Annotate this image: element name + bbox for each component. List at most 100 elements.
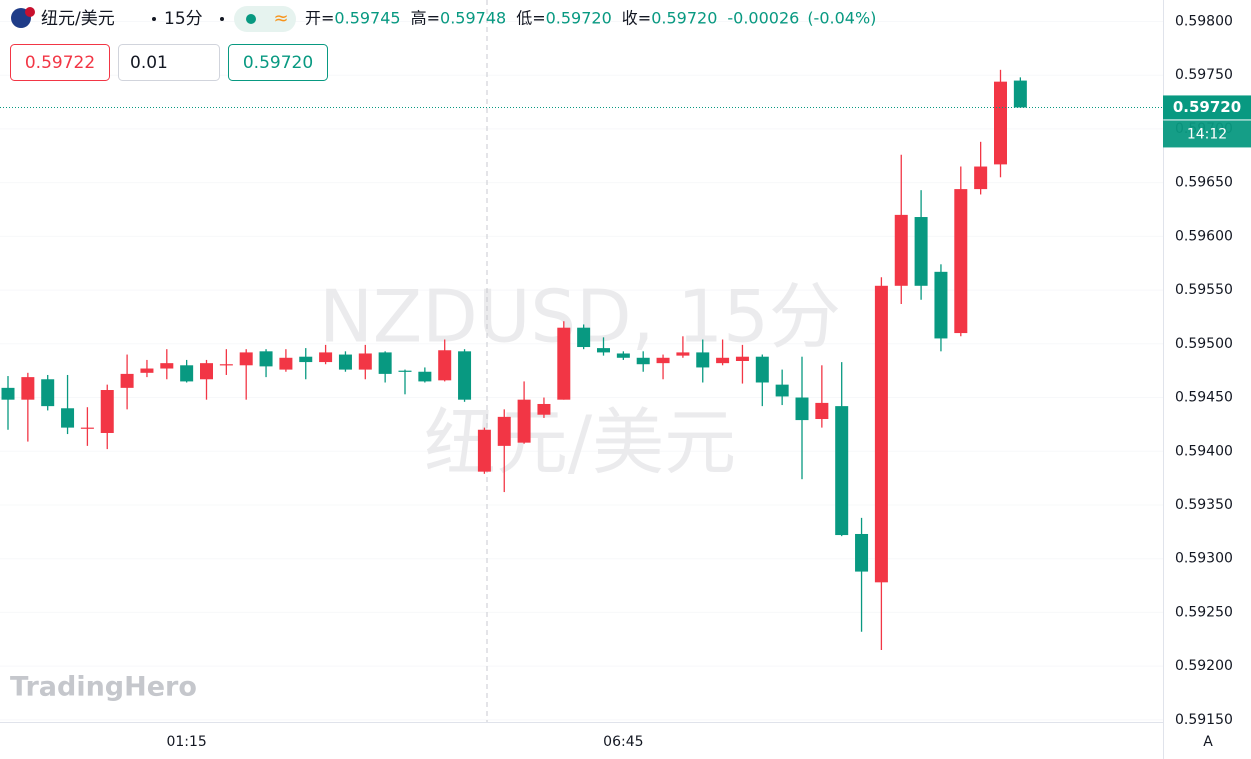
candle-body [140, 368, 154, 373]
ohlc-label: 低= [516, 9, 545, 28]
candle-body [477, 429, 491, 472]
ohlc-label: 高= [411, 9, 440, 28]
scale-button[interactable]: A [1203, 734, 1213, 750]
candle-body [219, 364, 233, 366]
candle-body [41, 379, 55, 407]
candle-body [716, 357, 730, 364]
status-pill [234, 6, 296, 32]
candle-body [398, 370, 412, 372]
candle-body [974, 166, 988, 190]
y-tick-label: 0.59350 [1175, 497, 1233, 513]
candle-body [755, 356, 769, 383]
countdown-bg [1163, 120, 1251, 148]
candle-body [914, 217, 928, 286]
y-tick-label: 0.59600 [1175, 228, 1233, 244]
candle-body [557, 327, 571, 400]
y-tick-label: 0.59450 [1175, 390, 1233, 406]
candle-body [835, 406, 849, 536]
candle-body [795, 397, 809, 421]
candle-body [319, 352, 333, 363]
y-tick-label: 0.59800 [1175, 13, 1233, 29]
candle-body [537, 403, 551, 415]
candle-body [577, 327, 591, 348]
candle-body [299, 356, 313, 363]
brand-logo: TradingHero [10, 672, 197, 703]
candle-body [239, 352, 253, 366]
candle-body [279, 357, 293, 370]
ohlc-label: 开= [305, 9, 334, 28]
candle-body [61, 408, 75, 428]
candle-body [21, 377, 35, 400]
sell-button[interactable] [10, 44, 110, 81]
candle-body [676, 352, 690, 356]
ohlc-legend: 开= 0.59745 高= 0.59748 低= 0.59720 收= 0.59720 -0.0… [305, 9, 876, 28]
candle-body [517, 399, 531, 443]
y-tick-label: 0.59500 [1175, 336, 1233, 352]
candle-body [894, 214, 908, 286]
candle-body [656, 357, 670, 364]
candle-body [160, 363, 174, 369]
ohlc-label: 收= [622, 9, 651, 28]
interval[interactable]: 15分 [164, 9, 203, 29]
change: -0.00026 [727, 9, 799, 28]
quantity-input[interactable] [118, 44, 220, 81]
price-tag-label: 0.59720 [1173, 98, 1241, 116]
y-tick-label: 0.59300 [1175, 551, 1233, 567]
candle-body [616, 353, 630, 358]
buy-button[interactable] [228, 44, 328, 81]
candle-body [200, 363, 213, 380]
y-tick-label: 0.59400 [1175, 443, 1233, 459]
y-tick-label: 0.59550 [1175, 282, 1233, 298]
change-percent: (-0.04%) [807, 9, 876, 28]
candle-body [120, 373, 134, 388]
separator [152, 17, 156, 21]
x-tick-label: 01:15 [166, 734, 206, 750]
x-axis: 01:15 06:45 [166, 734, 643, 750]
candle-body [180, 365, 194, 382]
candle-body [438, 350, 452, 381]
y-tick-label: 0.59200 [1175, 658, 1233, 674]
separator [220, 17, 224, 21]
buy-price[interactable]: 0.59720 [243, 53, 313, 73]
watermark: 纽元/美元 [424, 401, 736, 485]
candle-body [418, 371, 432, 382]
y-tick-label: 0.59750 [1175, 67, 1233, 83]
candle-body [696, 352, 710, 368]
candle-body [458, 351, 472, 400]
price-tag: 0.59720 14:12 [1163, 95, 1251, 148]
symbol[interactable]: 纽元/美元 [41, 9, 115, 29]
candle-body [1013, 80, 1027, 108]
grid [0, 20, 1163, 721]
candle-body [735, 356, 749, 361]
candle-body [855, 533, 869, 572]
candle-body [954, 189, 968, 334]
candle-body [874, 285, 888, 583]
quantity[interactable]: 0.01 [130, 53, 168, 73]
ohlc-value: 0.59720 [546, 9, 612, 28]
candle-body [1, 387, 15, 400]
sell-price[interactable]: 0.59722 [25, 53, 95, 73]
market-open-dot [246, 14, 256, 24]
candle-body [775, 384, 789, 397]
candle-body [497, 416, 511, 446]
countdown-label: 14:12 [1187, 126, 1227, 142]
ohlc-value: 0.59748 [440, 9, 506, 28]
candle-body [934, 271, 948, 339]
candle-body [358, 353, 372, 370]
candle-body [378, 352, 392, 374]
flag-icon [25, 7, 35, 17]
candle-body [636, 357, 650, 365]
y-tick-label: 0.59150 [1175, 712, 1233, 728]
candle-body [597, 348, 610, 353]
y-tick-label: 0.59650 [1175, 175, 1233, 191]
candle-body [80, 427, 94, 429]
candle-body [338, 354, 352, 370]
price-tag-bg [1163, 95, 1251, 120]
candle-body [994, 81, 1007, 165]
candle-body [100, 390, 114, 433]
x-tick-label: 06:45 [603, 734, 643, 750]
ohlc-value: 0.59720 [651, 9, 717, 28]
ohlc-value: 0.59745 [334, 9, 400, 28]
